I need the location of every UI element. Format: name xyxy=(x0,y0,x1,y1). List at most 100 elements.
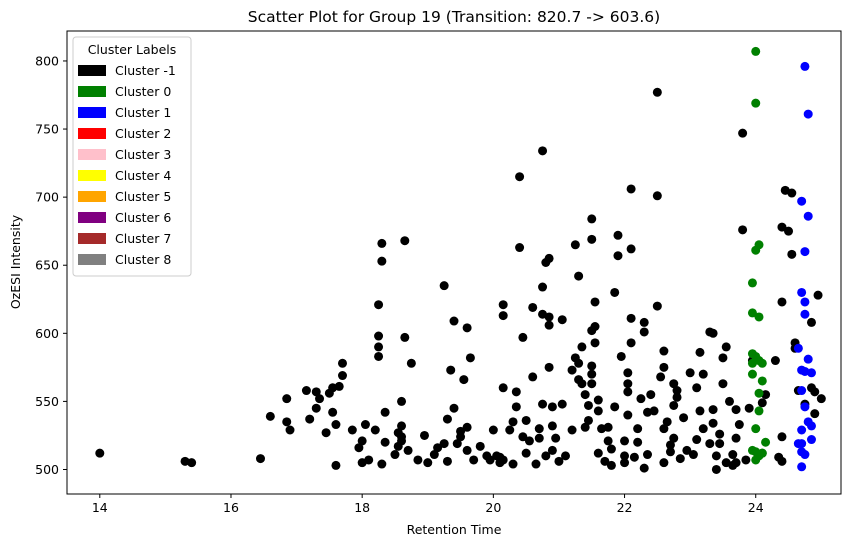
point-cluster-1 xyxy=(639,463,649,473)
y-tick-label: 600 xyxy=(35,326,59,341)
point-cluster-1 xyxy=(623,410,633,420)
point-cluster-1 xyxy=(652,301,662,311)
y-axis-label: OzESI Intensity xyxy=(8,214,23,309)
point-cluster-1 xyxy=(413,455,423,465)
point-cluster-1 xyxy=(803,109,813,119)
point-cluster-1 xyxy=(439,281,449,291)
point-cluster-1 xyxy=(390,450,400,460)
point-cluster-1 xyxy=(643,450,652,460)
point-cluster-1 xyxy=(531,459,541,469)
point-cluster-1 xyxy=(672,386,682,396)
point-cluster-1 xyxy=(449,316,459,326)
point-cluster-0 xyxy=(747,278,757,288)
point-cluster-1 xyxy=(328,407,338,417)
point-cluster-1 xyxy=(587,369,597,379)
point-cluster-1 xyxy=(810,409,820,419)
point-cluster-1 xyxy=(620,451,630,461)
point-cluster-0 xyxy=(751,245,761,255)
point-cluster-1 xyxy=(544,362,554,372)
point-cluster-1 xyxy=(665,447,675,457)
x-tick-label: 24 xyxy=(748,500,764,515)
point-cluster-1 xyxy=(311,403,321,413)
point-cluster-1 xyxy=(577,379,587,389)
legend-label: Cluster 3 xyxy=(115,147,171,162)
x-tick-label: 14 xyxy=(92,500,108,515)
point-cluster-1 xyxy=(587,361,597,371)
point-cluster-1 xyxy=(787,188,797,198)
point-cluster-1 xyxy=(721,342,731,352)
point-cluster-1 xyxy=(613,251,623,261)
point-cluster-1 xyxy=(321,428,331,438)
point-cluster-1 xyxy=(580,390,590,400)
point-cluster-1 xyxy=(465,353,475,363)
point-cluster-1 xyxy=(659,362,669,372)
point-cluster-1 xyxy=(803,417,813,427)
point-cluster-1 xyxy=(331,460,341,470)
legend-swatch xyxy=(78,233,106,244)
point-cluster-1 xyxy=(423,458,433,468)
point-cluster-1 xyxy=(583,400,593,410)
point-cluster-1 xyxy=(508,417,518,427)
point-cluster-0 xyxy=(754,406,764,416)
point-cluster-1 xyxy=(797,287,807,297)
point-cluster-1 xyxy=(305,414,315,424)
point-cluster-0 xyxy=(757,448,767,458)
point-cluster-1 xyxy=(587,234,597,244)
point-cluster-1 xyxy=(524,436,534,446)
point-cluster-0 xyxy=(761,437,771,447)
point-cluster-1 xyxy=(400,236,410,246)
point-cluster-1 xyxy=(806,317,816,327)
legend-swatch xyxy=(78,254,106,265)
point-cluster-1 xyxy=(528,302,538,312)
point-cluster-1 xyxy=(544,320,554,330)
point-cluster-1 xyxy=(505,425,515,435)
point-cluster-1 xyxy=(374,300,384,310)
point-cluster-1 xyxy=(475,441,485,451)
point-cluster-1 xyxy=(728,450,738,460)
point-cluster-0 xyxy=(751,46,761,56)
point-cluster-1 xyxy=(311,387,321,397)
point-cluster-1 xyxy=(803,354,813,364)
point-cluster-1 xyxy=(256,454,265,464)
point-cluster-1 xyxy=(557,399,567,409)
point-cluster-1 xyxy=(498,455,508,465)
point-cluster-1 xyxy=(544,312,554,322)
point-cluster-1 xyxy=(806,368,816,378)
point-cluster-1 xyxy=(587,214,597,224)
y-tick-label: 700 xyxy=(35,190,59,205)
point-cluster-1 xyxy=(593,448,603,458)
point-cluster-1 xyxy=(446,365,456,375)
chart-title: Scatter Plot for Group 19 (Transition: 8… xyxy=(248,8,660,26)
point-cluster-1 xyxy=(613,230,623,240)
point-cluster-1 xyxy=(583,415,593,425)
point-cluster-1 xyxy=(797,462,807,472)
point-cluster-1 xyxy=(636,394,646,404)
point-cluster-1 xyxy=(606,460,616,470)
legend-label: Cluster 8 xyxy=(115,252,171,267)
point-cluster-1 xyxy=(442,456,452,466)
point-cluster-1 xyxy=(646,390,656,400)
point-cluster-1 xyxy=(623,387,633,397)
point-cluster-1 xyxy=(793,439,803,449)
point-cluster-1 xyxy=(282,417,292,427)
point-cluster-1 xyxy=(806,435,816,445)
point-cluster-1 xyxy=(626,338,636,348)
point-cluster-1 xyxy=(629,452,639,462)
legend-label: Cluster -1 xyxy=(115,63,176,78)
point-cluster-1 xyxy=(593,395,603,405)
point-cluster-1 xyxy=(354,443,364,453)
point-cluster-1 xyxy=(603,422,613,432)
point-cluster-1 xyxy=(515,172,525,182)
point-cluster-0 xyxy=(754,388,764,398)
point-cluster-1 xyxy=(521,415,531,425)
point-cluster-1 xyxy=(187,458,197,468)
point-cluster-1 xyxy=(567,425,577,435)
point-cluster-1 xyxy=(675,454,685,464)
point-cluster-1 xyxy=(731,405,741,415)
point-cluster-1 xyxy=(623,379,633,389)
point-cluster-1 xyxy=(649,406,659,416)
point-cluster-1 xyxy=(265,411,275,421)
point-cluster-1 xyxy=(534,424,544,434)
point-cluster-1 xyxy=(603,436,613,446)
point-cluster-1 xyxy=(738,225,748,235)
